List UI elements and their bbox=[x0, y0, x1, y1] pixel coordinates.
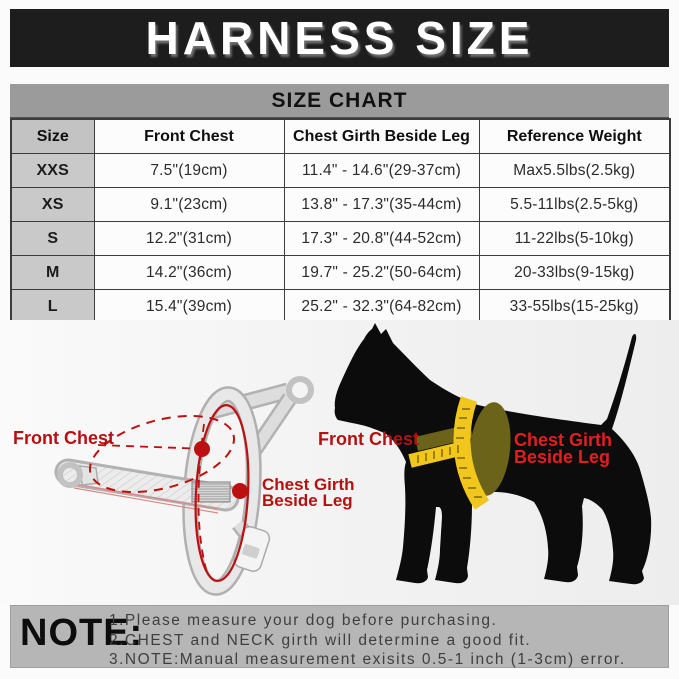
dog-illustration bbox=[334, 323, 652, 585]
harness-front-chest-label: Front Chest bbox=[13, 428, 114, 448]
weight-cell: 20-33lbs(9-15kg) bbox=[478, 255, 671, 290]
weight-cell: Max5.5lbs(2.5kg) bbox=[478, 153, 671, 188]
harness-chest-girth-label: Chest Girth Beside Leg bbox=[262, 475, 355, 510]
size-cell: S bbox=[10, 221, 95, 256]
chest-girth-cell: 17.3" - 20.8"(44-52cm) bbox=[283, 221, 480, 256]
table-row: M 14.2"(36cm) 19.7" - 25.2"(50-64cm) 20-… bbox=[10, 255, 671, 290]
size-cell: L bbox=[10, 289, 95, 325]
note-heading: NOTE: bbox=[20, 612, 144, 654]
weight-cell: 5.5-11lbs(2.5-5kg) bbox=[478, 187, 671, 222]
harness-label-patch bbox=[191, 481, 231, 503]
note-line-3: 3.NOTE:Manual measurement exisits 0.5-1 … bbox=[109, 651, 626, 668]
chest-girth-cell: 13.8" - 17.3"(35-44cm) bbox=[283, 187, 480, 222]
size-cell: XS bbox=[10, 187, 95, 222]
front-chest-cell: 15.4"(39cm) bbox=[93, 289, 285, 325]
size-chart-heading-bar: SIZE CHART bbox=[10, 84, 669, 118]
harness-buckle bbox=[232, 519, 271, 572]
size-cell: M bbox=[10, 255, 95, 290]
table-header-row: Size Front Chest Chest Girth Beside Leg … bbox=[10, 118, 671, 154]
dog-front-chest-label: Front Chest bbox=[318, 429, 419, 449]
front-chest-cell: 12.2"(31cm) bbox=[93, 221, 285, 256]
note-line-2: 2.CHEST and NECK girth will determine a … bbox=[109, 631, 532, 649]
column-header-front-chest: Front Chest bbox=[93, 118, 285, 154]
front-chest-marker-dot bbox=[194, 441, 210, 457]
front-chest-cell: 14.2"(36cm) bbox=[93, 255, 285, 290]
size-chart-table: Size Front Chest Chest Girth Beside Leg … bbox=[10, 118, 671, 325]
note-lines: 1.Please measure your dog before purchas… bbox=[109, 611, 626, 670]
column-header-size: Size bbox=[10, 118, 95, 154]
note-line-1: 1.Please measure your dog before purchas… bbox=[109, 612, 498, 629]
chest-girth-cell: 19.7" - 25.2"(50-64cm) bbox=[283, 255, 480, 290]
dog-chest-girth-label: Chest Girth Beside Leg bbox=[514, 430, 613, 467]
measuring-tape-front-chest bbox=[408, 440, 470, 468]
column-header-chest-girth: Chest Girth Beside Leg bbox=[283, 118, 480, 154]
table-row: S 12.2"(31cm) 17.3" - 20.8"(44-52cm) 11-… bbox=[10, 221, 671, 256]
table-row: XXS 7.5"(19cm) 11.4" - 14.6"(29-37cm) Ma… bbox=[10, 153, 671, 188]
table-row: L 15.4"(39cm) 25.2" - 32.3"(64-82cm) 33-… bbox=[10, 289, 671, 325]
weight-cell: 11-22lbs(5-10kg) bbox=[478, 221, 671, 256]
front-chest-cell: 7.5"(19cm) bbox=[93, 153, 285, 188]
harness-illustration bbox=[54, 376, 314, 596]
chest-girth-marker-dot bbox=[232, 483, 248, 499]
size-cell: XXS bbox=[10, 153, 95, 188]
d-ring-icon bbox=[286, 376, 314, 404]
chest-girth-cell: 11.4" - 14.6"(29-37cm) bbox=[283, 153, 480, 188]
title-banner: HARNESS SIZE bbox=[10, 9, 669, 67]
note-section: NOTE: 1.Please measure your dog before p… bbox=[10, 605, 669, 668]
size-chart-heading: SIZE CHART bbox=[271, 88, 408, 112]
chest-girth-cell: 25.2" - 32.3"(64-82cm) bbox=[283, 289, 480, 325]
column-header-reference-weight: Reference Weight bbox=[478, 118, 671, 154]
front-chest-cell: 9.1"(23cm) bbox=[93, 187, 285, 222]
table-row: XS 9.1"(23cm) 13.8" - 17.3"(35-44cm) 5.5… bbox=[10, 187, 671, 222]
weight-cell: 33-55lbs(15-25kg) bbox=[478, 289, 671, 325]
page-title: HARNESS SIZE bbox=[145, 12, 534, 64]
